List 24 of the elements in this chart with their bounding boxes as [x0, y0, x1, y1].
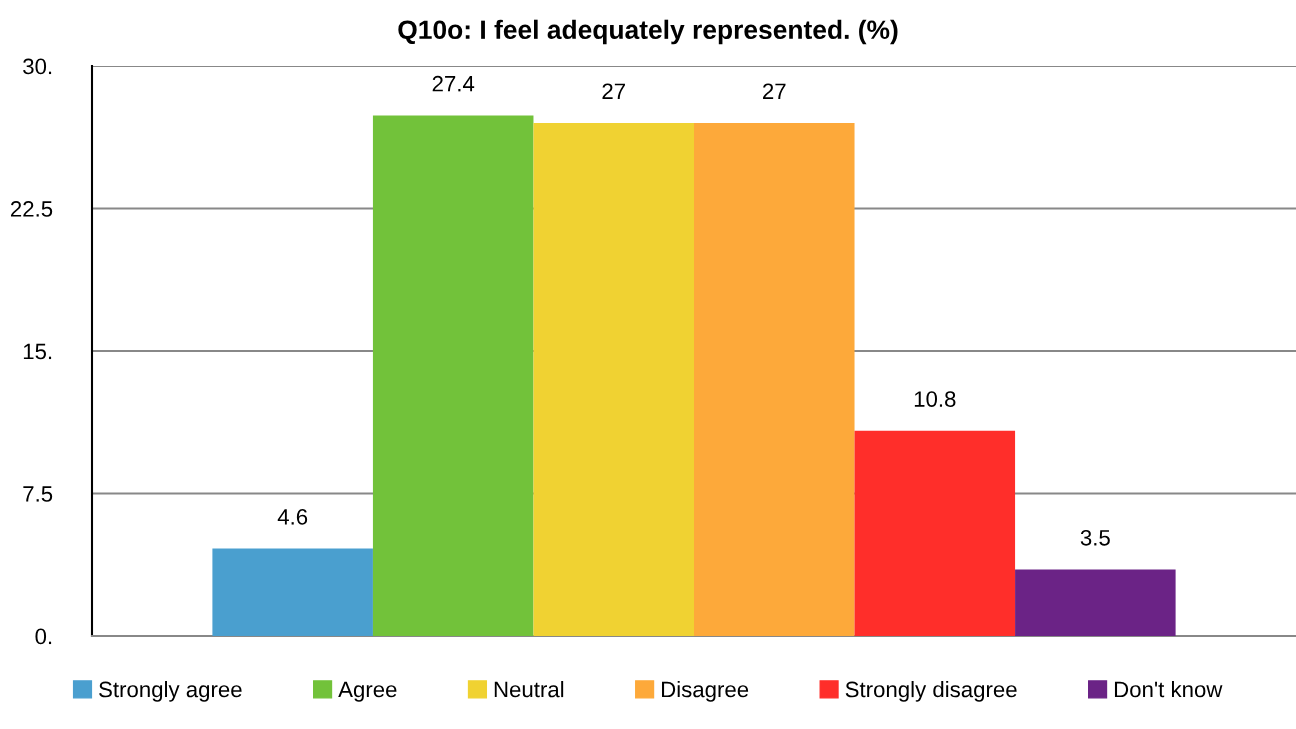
- bar: [1015, 569, 1176, 636]
- data-label: 27.4: [432, 75, 475, 92]
- y-tick-label: 22.5: [10, 201, 53, 217]
- legend-label: Disagree: [662, 680, 749, 702]
- bar: [694, 123, 855, 636]
- y-tick-label: 7.5: [23, 486, 53, 502]
- y-tick-label: 0.: [35, 628, 52, 645]
- bar: [212, 548, 373, 636]
- legend-label: Neutral: [494, 680, 564, 698]
- legend-label: Agree: [338, 681, 397, 702]
- legend-label: Don't know: [1114, 680, 1223, 698]
- y-tick-label: 30.: [23, 58, 52, 75]
- y-tick-label: 15.: [23, 343, 52, 360]
- data-label: 27: [763, 83, 786, 99]
- data-label: 27: [602, 83, 625, 99]
- legend-label: Strongly agree: [99, 680, 242, 702]
- bar: [372, 115, 534, 636]
- bar: [533, 123, 694, 636]
- data-label: 4.6: [277, 509, 308, 525]
- legend-label: Strongly disagree: [845, 680, 1017, 702]
- data-label: 3.5: [1080, 529, 1110, 546]
- bar: [854, 430, 1016, 636]
- data-label: 10.8: [914, 391, 956, 407]
- chart-title: Q10o: I feel adequately represented. (%): [398, 19, 898, 45]
